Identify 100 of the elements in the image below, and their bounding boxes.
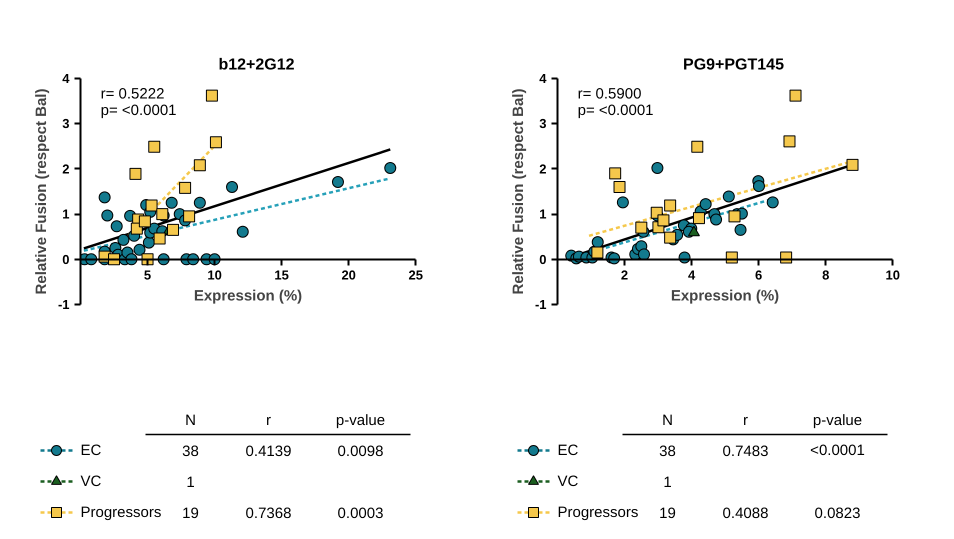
point	[134, 244, 146, 256]
x-tick-label: 10	[207, 267, 222, 282]
text: 0.7483	[722, 443, 768, 460]
point	[129, 168, 142, 180]
x-axis-title: Expression (%)	[670, 288, 780, 304]
text: 0.0003	[338, 505, 384, 522]
text: 1	[186, 474, 195, 491]
point	[206, 90, 218, 102]
x-tick-label: 2	[620, 267, 628, 282]
point	[722, 190, 735, 202]
chart-title: b12+2G12	[218, 56, 295, 74]
point	[98, 191, 111, 204]
point	[183, 210, 196, 222]
text: r	[743, 412, 748, 429]
point	[110, 220, 123, 232]
point	[846, 158, 859, 171]
point	[664, 200, 676, 212]
point	[138, 215, 151, 228]
point	[790, 90, 802, 102]
point	[728, 210, 741, 222]
annotation: r= 0.5900	[578, 85, 642, 102]
legend-label: Progressors	[558, 504, 638, 521]
point	[384, 162, 396, 174]
y-tick-label: 0	[539, 252, 547, 267]
point	[210, 136, 222, 148]
text: N	[185, 412, 196, 429]
x-tick-label: 6	[755, 267, 762, 282]
y-tick-label: 2	[539, 161, 547, 176]
point	[591, 246, 604, 259]
y-tick-label: 2	[62, 161, 70, 176]
annotation: p= <0.0001	[100, 102, 177, 120]
legend-label: EC	[558, 442, 579, 459]
point	[766, 196, 779, 208]
legend-label: EC	[80, 442, 102, 459]
x-tick-label: 25	[408, 267, 423, 282]
text: 0.4139	[246, 443, 292, 460]
point	[609, 167, 622, 180]
x-tick-label: 10	[886, 267, 900, 282]
point	[101, 209, 114, 222]
text: p-value	[812, 412, 862, 429]
point	[700, 198, 712, 210]
point	[691, 140, 704, 153]
point	[166, 196, 178, 209]
text: N	[662, 412, 673, 429]
y-tick-label: -1	[534, 297, 547, 312]
text: 0.0098	[338, 443, 384, 460]
text: 1	[663, 474, 672, 491]
point	[194, 159, 206, 172]
point	[167, 224, 180, 236]
point	[710, 214, 722, 226]
point	[117, 234, 130, 246]
point	[616, 196, 629, 208]
point	[651, 162, 664, 174]
legend-label: VC	[80, 473, 102, 490]
x-tick-label: 8	[822, 267, 830, 282]
text: 0.7368	[246, 505, 292, 522]
point	[664, 232, 676, 244]
x-axis-title: Expression (%)	[194, 288, 302, 304]
x-tick-label: 20	[341, 267, 356, 282]
point	[734, 224, 747, 236]
point	[179, 182, 192, 194]
y-tick-label: 3	[62, 116, 70, 132]
x-tick-label: 4	[688, 267, 696, 282]
x-tick-label: 5	[144, 267, 152, 282]
annotation: p= <0.0001	[578, 102, 654, 120]
y-axis-title: Relative Fusion (respect Bal)	[32, 88, 50, 294]
y-tick-label: 1	[539, 206, 547, 222]
chart-title: PG9+PGT145	[683, 56, 784, 74]
y-tick-label: 0	[62, 252, 70, 267]
legend-label: VC	[558, 473, 579, 490]
text: 19	[182, 505, 199, 522]
y-tick-label: 4	[62, 71, 70, 86]
point	[752, 180, 765, 192]
legend-label: Progressors	[80, 504, 162, 521]
text: 38	[659, 443, 676, 460]
point	[635, 222, 648, 234]
y-axis-title: Relative Fusion (respect Bal)	[510, 88, 527, 294]
point	[146, 200, 158, 212]
x-tick-label: 15	[274, 267, 289, 282]
text: <0.0001	[810, 442, 865, 459]
point	[657, 214, 670, 226]
point	[226, 180, 238, 193]
point	[783, 135, 796, 148]
point	[236, 226, 249, 238]
text: 38	[182, 443, 199, 460]
point	[332, 176, 344, 188]
text: 19	[659, 505, 676, 522]
point	[154, 232, 166, 245]
text: p-value	[336, 412, 386, 429]
y-tick-label: 1	[62, 206, 70, 222]
text: 0.4088	[722, 505, 768, 522]
point	[692, 212, 705, 224]
annotation: r= 0.5222	[100, 85, 164, 102]
y-tick-label: -1	[58, 297, 70, 312]
text: r	[266, 412, 271, 429]
point	[148, 140, 160, 153]
text: 0.0823	[814, 505, 860, 522]
y-tick-label: 3	[539, 116, 547, 132]
point	[614, 180, 626, 193]
y-tick-label: 4	[539, 71, 548, 86]
